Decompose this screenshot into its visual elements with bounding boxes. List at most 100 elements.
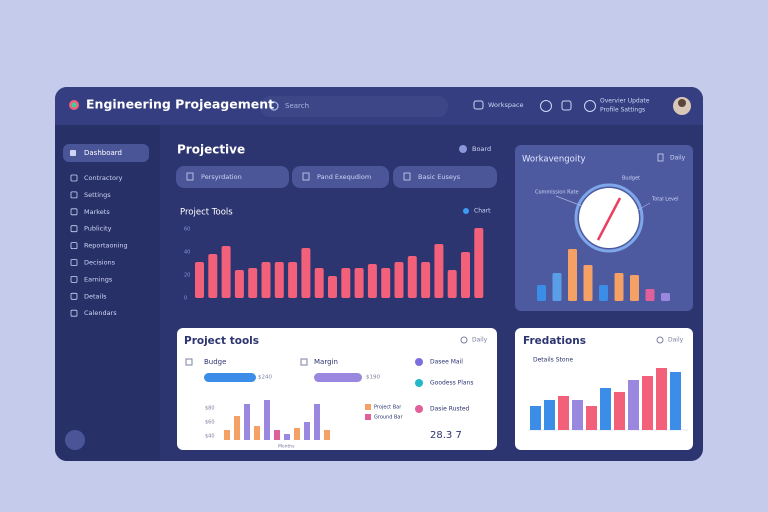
sidebar-icon (70, 208, 78, 216)
bar (656, 368, 667, 430)
nav-link: Workspace (488, 101, 524, 109)
button[interactable] (292, 166, 389, 188)
gauge-ring (574, 183, 644, 253)
legend-swatch (365, 404, 371, 410)
panel-subtitle: Details Stone (533, 357, 573, 364)
sidebar-icon (70, 242, 78, 250)
sidebar-icon (70, 309, 78, 317)
avatar-head (678, 99, 686, 107)
gauge-label: Commission Rate (535, 190, 579, 196)
tag-icon (656, 336, 664, 344)
legend-dot (463, 208, 469, 214)
button-label: Basic Euseys (418, 173, 461, 181)
tag-icon (459, 145, 467, 153)
bar (381, 268, 391, 298)
bar (645, 289, 655, 301)
bar (301, 248, 311, 298)
gauge-needle (596, 197, 622, 241)
bar (234, 270, 244, 298)
account-line: Overvier Update (600, 98, 650, 105)
button[interactable] (176, 166, 289, 188)
button-icon (186, 172, 194, 181)
button[interactable] (393, 166, 497, 188)
sidebar-active[interactable] (63, 144, 149, 162)
sidebar-item: Decisions (84, 259, 116, 267)
bar (288, 262, 298, 298)
list-item: Goodess Plans (430, 380, 474, 387)
sidebar-item: Reportaoning (84, 242, 128, 250)
bar (461, 252, 470, 298)
search-box[interactable] (260, 96, 448, 117)
bar (354, 268, 364, 298)
sidebar-item: Earnings (84, 275, 113, 283)
bar (544, 400, 555, 430)
panel-title: Fredations (523, 335, 586, 347)
y-label: $80 (205, 406, 215, 412)
bar (304, 422, 310, 440)
button-icon (302, 172, 310, 181)
sidebar-icon (70, 191, 78, 199)
list-item: Dasee Mail (430, 359, 463, 366)
bar (558, 396, 569, 430)
gauge-label: Total Level (651, 197, 678, 203)
bar (274, 262, 284, 298)
legend-label: Ground Bar (374, 415, 403, 421)
panel-tag: Daily (668, 337, 684, 344)
search-placeholder: Search (285, 102, 309, 110)
chart-title: Project Tools (180, 208, 233, 218)
bar (586, 406, 597, 430)
bar (630, 275, 639, 301)
panel-tag: Board (472, 145, 491, 153)
button-label: Pand Exequdiom (317, 173, 371, 181)
bar (221, 246, 231, 298)
sidebar-icon (70, 292, 78, 300)
bar (224, 430, 230, 440)
list-dot (415, 358, 423, 366)
y-label: 20 (184, 273, 190, 279)
app-title: Engineering Projeagement (86, 97, 274, 112)
panel-title: Workavengoity (522, 155, 586, 165)
sidebar-button[interactable] (65, 430, 85, 450)
bar (537, 285, 546, 301)
bar (244, 404, 250, 440)
bar (261, 262, 271, 298)
list-item: Dasie Rusted (430, 406, 470, 413)
bar (600, 388, 611, 430)
bar (421, 262, 431, 298)
button-label: Persyrdation (201, 173, 242, 181)
y-label: 60 (184, 227, 190, 233)
bar (341, 268, 351, 298)
margin-icon (300, 358, 308, 366)
bar (328, 276, 337, 298)
footer-value: 28.3 7 (430, 430, 462, 441)
sidebar-icon (70, 275, 78, 283)
leader-line (555, 195, 583, 207)
search-icon (269, 101, 279, 111)
sidebar-icon (70, 150, 76, 156)
button-icon (403, 172, 411, 181)
icon-button[interactable] (561, 100, 572, 111)
account-line: Profile Sattings (600, 107, 645, 114)
tag-icon (657, 153, 664, 162)
tools-panel (177, 328, 497, 450)
y-label: $40 (205, 434, 215, 440)
bar (599, 285, 608, 301)
bar (614, 392, 625, 430)
bar (474, 228, 484, 298)
bar (628, 380, 639, 430)
bar (254, 426, 260, 440)
leader-line (637, 202, 651, 211)
icon-button[interactable] (540, 100, 552, 112)
bar (661, 293, 670, 301)
sidebar-item: Details (84, 292, 107, 300)
bar (434, 244, 444, 298)
bar (614, 273, 624, 301)
bar (195, 262, 204, 298)
budget-bar (204, 373, 256, 382)
margin-value: $190 (366, 375, 380, 381)
sidebar-item: Calendars (84, 309, 117, 317)
icon-button[interactable] (584, 100, 596, 112)
panel-title: Projective (177, 143, 245, 157)
nav-icon[interactable] (473, 100, 484, 110)
